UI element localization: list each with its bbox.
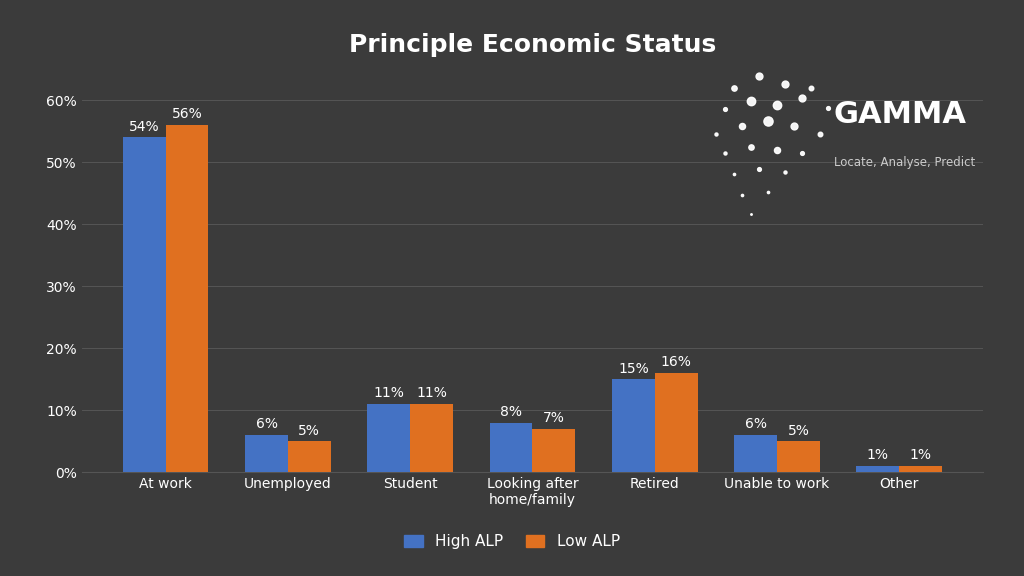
- Text: 1%: 1%: [909, 448, 932, 463]
- Bar: [899, 466, 942, 472]
- Text: 56%: 56%: [172, 107, 203, 121]
- Bar: [532, 429, 575, 472]
- Text: 11%: 11%: [374, 386, 404, 400]
- Text: 15%: 15%: [617, 362, 649, 376]
- Text: Locate, Analyse, Predict: Locate, Analyse, Predict: [834, 156, 975, 169]
- Text: 54%: 54%: [129, 120, 160, 134]
- Title: Principle Economic Status: Principle Economic Status: [349, 33, 716, 58]
- Text: 16%: 16%: [660, 355, 691, 369]
- Bar: [612, 379, 654, 472]
- Bar: [856, 466, 899, 472]
- Bar: [411, 404, 453, 472]
- Text: 8%: 8%: [500, 405, 522, 419]
- Text: 11%: 11%: [416, 386, 447, 400]
- Text: 5%: 5%: [787, 423, 809, 438]
- Legend: High ALP, Low ALP: High ALP, Low ALP: [396, 526, 628, 557]
- Text: 1%: 1%: [867, 448, 889, 463]
- Bar: [288, 441, 331, 472]
- Bar: [777, 441, 820, 472]
- Bar: [245, 435, 288, 472]
- Bar: [166, 125, 209, 472]
- Text: 5%: 5%: [298, 423, 321, 438]
- Bar: [123, 137, 166, 472]
- Bar: [734, 435, 777, 472]
- Text: 6%: 6%: [256, 418, 278, 431]
- Text: 6%: 6%: [744, 418, 767, 431]
- Bar: [654, 373, 697, 472]
- Bar: [489, 423, 532, 472]
- Bar: [368, 404, 411, 472]
- Text: GAMMA: GAMMA: [834, 100, 967, 129]
- Text: 7%: 7%: [543, 411, 565, 425]
